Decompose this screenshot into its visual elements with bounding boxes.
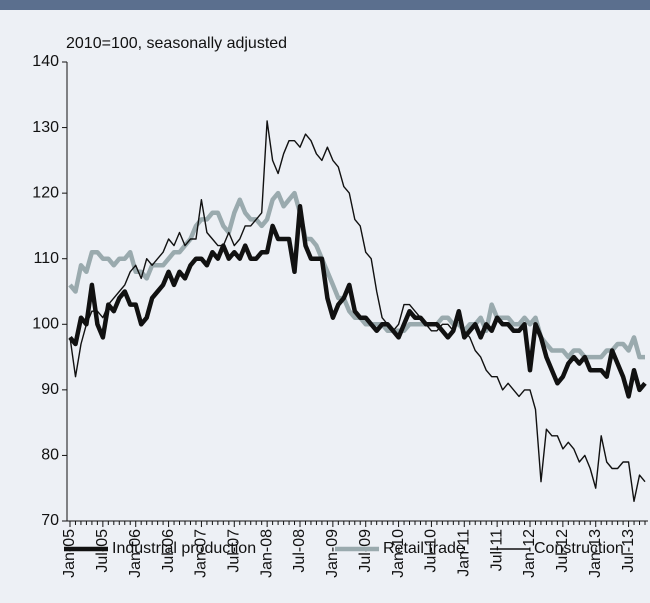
y-tick-label: 140	[32, 53, 59, 70]
x-tick-label: Jan-09	[324, 529, 341, 578]
x-tick-label: Jan-08	[258, 529, 275, 578]
y-tick-label: 130	[32, 119, 59, 136]
x-tick-label: Jul-12	[554, 529, 571, 573]
series-line	[69, 120, 646, 502]
y-tick-label: 110	[33, 250, 59, 267]
series-line	[68, 204, 647, 399]
y-tick-label: 100	[32, 316, 59, 333]
y-tick-label: 70	[41, 512, 59, 529]
header-strip	[0, 0, 650, 10]
x-tick-label: Jul-08	[291, 529, 308, 573]
x-tick-label: Jan-05	[61, 529, 78, 578]
x-tick-label: Jan-06	[127, 529, 144, 578]
x-tick-label: Jan-10	[390, 529, 407, 578]
y-tick-label: 90	[41, 381, 59, 398]
x-tick-label: Jul-07	[226, 529, 243, 573]
x-tick-label: Jan-11	[456, 529, 473, 577]
x-tick-label: Jul-11	[488, 529, 505, 571]
legend-label: Industrial production	[112, 540, 256, 557]
legend-label: Construction	[534, 540, 624, 557]
legend-label: Retail trade	[383, 540, 465, 557]
series-line	[68, 190, 645, 360]
x-tick-label: Jul-13	[620, 529, 637, 573]
x-tick-label: Jan-07	[193, 529, 210, 578]
chart-subtitle: 2010=100, seasonally adjusted	[66, 35, 287, 52]
x-tick-label: Jul-06	[160, 529, 177, 573]
x-tick-label: Jan-13	[587, 529, 604, 578]
x-tick-label: Jul-10	[423, 529, 440, 573]
x-tick-label: Jan-12	[521, 529, 538, 578]
y-tick-label: 120	[32, 184, 59, 201]
y-tick-label: 80	[41, 447, 59, 464]
